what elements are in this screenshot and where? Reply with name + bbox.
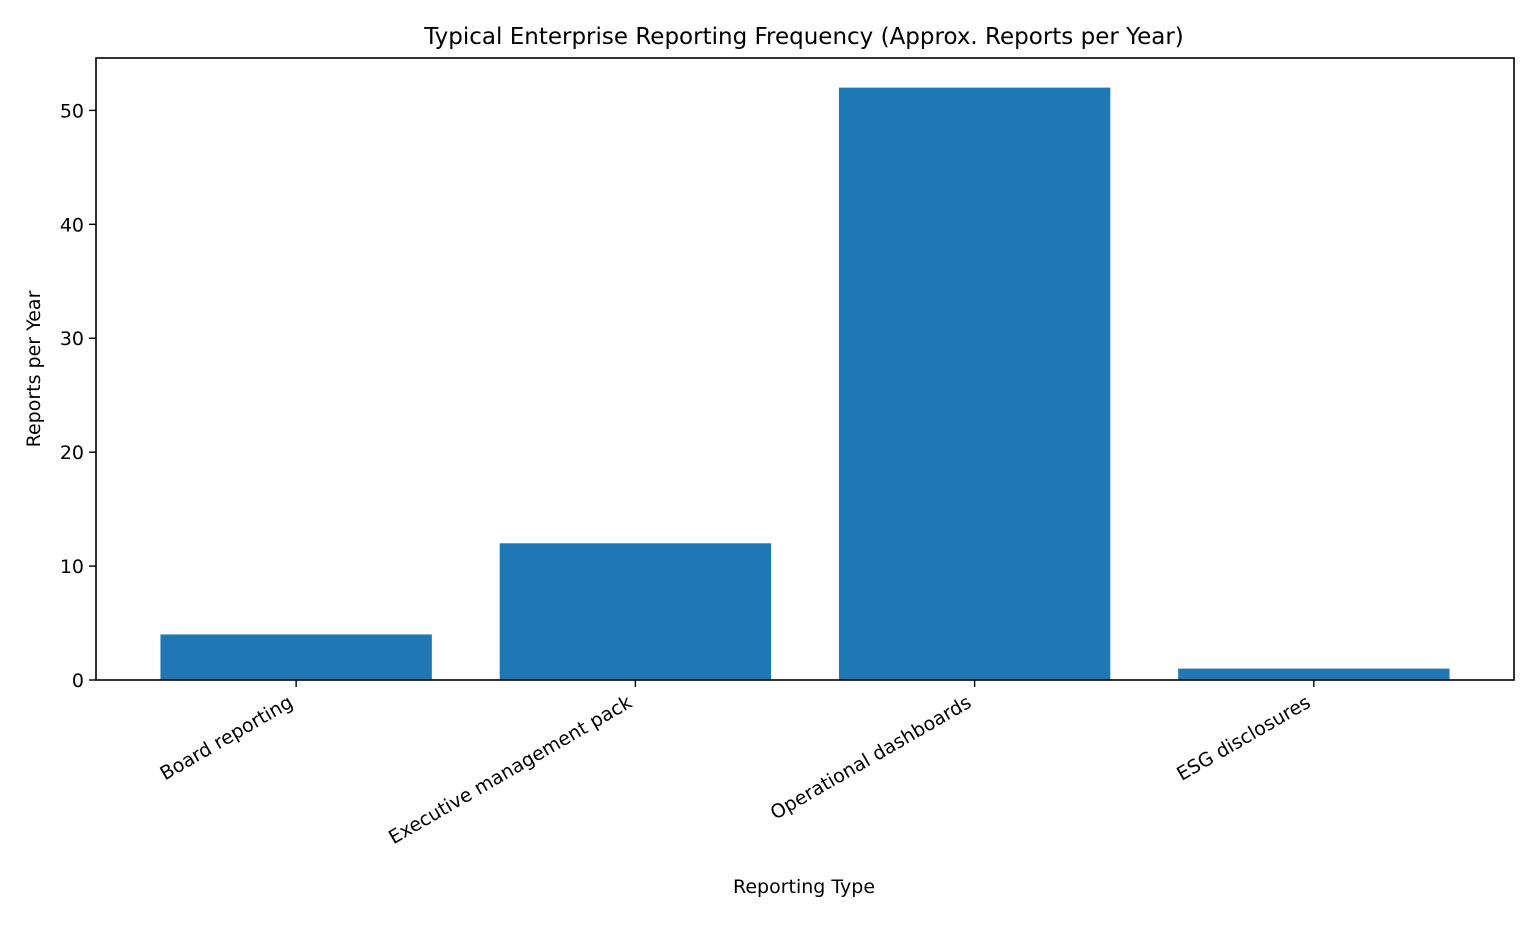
y-tick-label: 20 bbox=[60, 442, 84, 464]
x-axis-ticks: Board reporting Executive management pack… bbox=[156, 680, 1315, 849]
y-axis-label: Reports per Year bbox=[23, 290, 45, 447]
y-tick-label: 40 bbox=[60, 214, 84, 236]
y-tick-label: 0 bbox=[72, 670, 84, 692]
plot-frame bbox=[95, 57, 1515, 681]
x-tick-label: ESG disclosures bbox=[1173, 691, 1314, 785]
y-tick-label: 30 bbox=[60, 328, 84, 350]
x-tick-label: Operational dashboards bbox=[767, 691, 975, 824]
bar-esg-disclosures bbox=[1178, 668, 1450, 680]
x-tick-label: Executive management pack bbox=[385, 691, 636, 849]
x-axis-label: Reporting Type bbox=[733, 876, 875, 898]
bar-operational-dashboards bbox=[838, 87, 1111, 681]
bar-board-reporting bbox=[160, 634, 432, 680]
y-tick-label: 50 bbox=[60, 100, 84, 122]
y-tick-label: 10 bbox=[60, 556, 84, 578]
chart-title: Typical Enterprise Reporting Frequency (… bbox=[423, 24, 1184, 50]
x-tick-label: Board reporting bbox=[156, 691, 296, 785]
bars-group bbox=[160, 87, 1450, 681]
y-axis-ticks: 0 10 20 30 40 50 bbox=[60, 100, 96, 692]
bar-executive-management-pack bbox=[499, 543, 772, 680]
